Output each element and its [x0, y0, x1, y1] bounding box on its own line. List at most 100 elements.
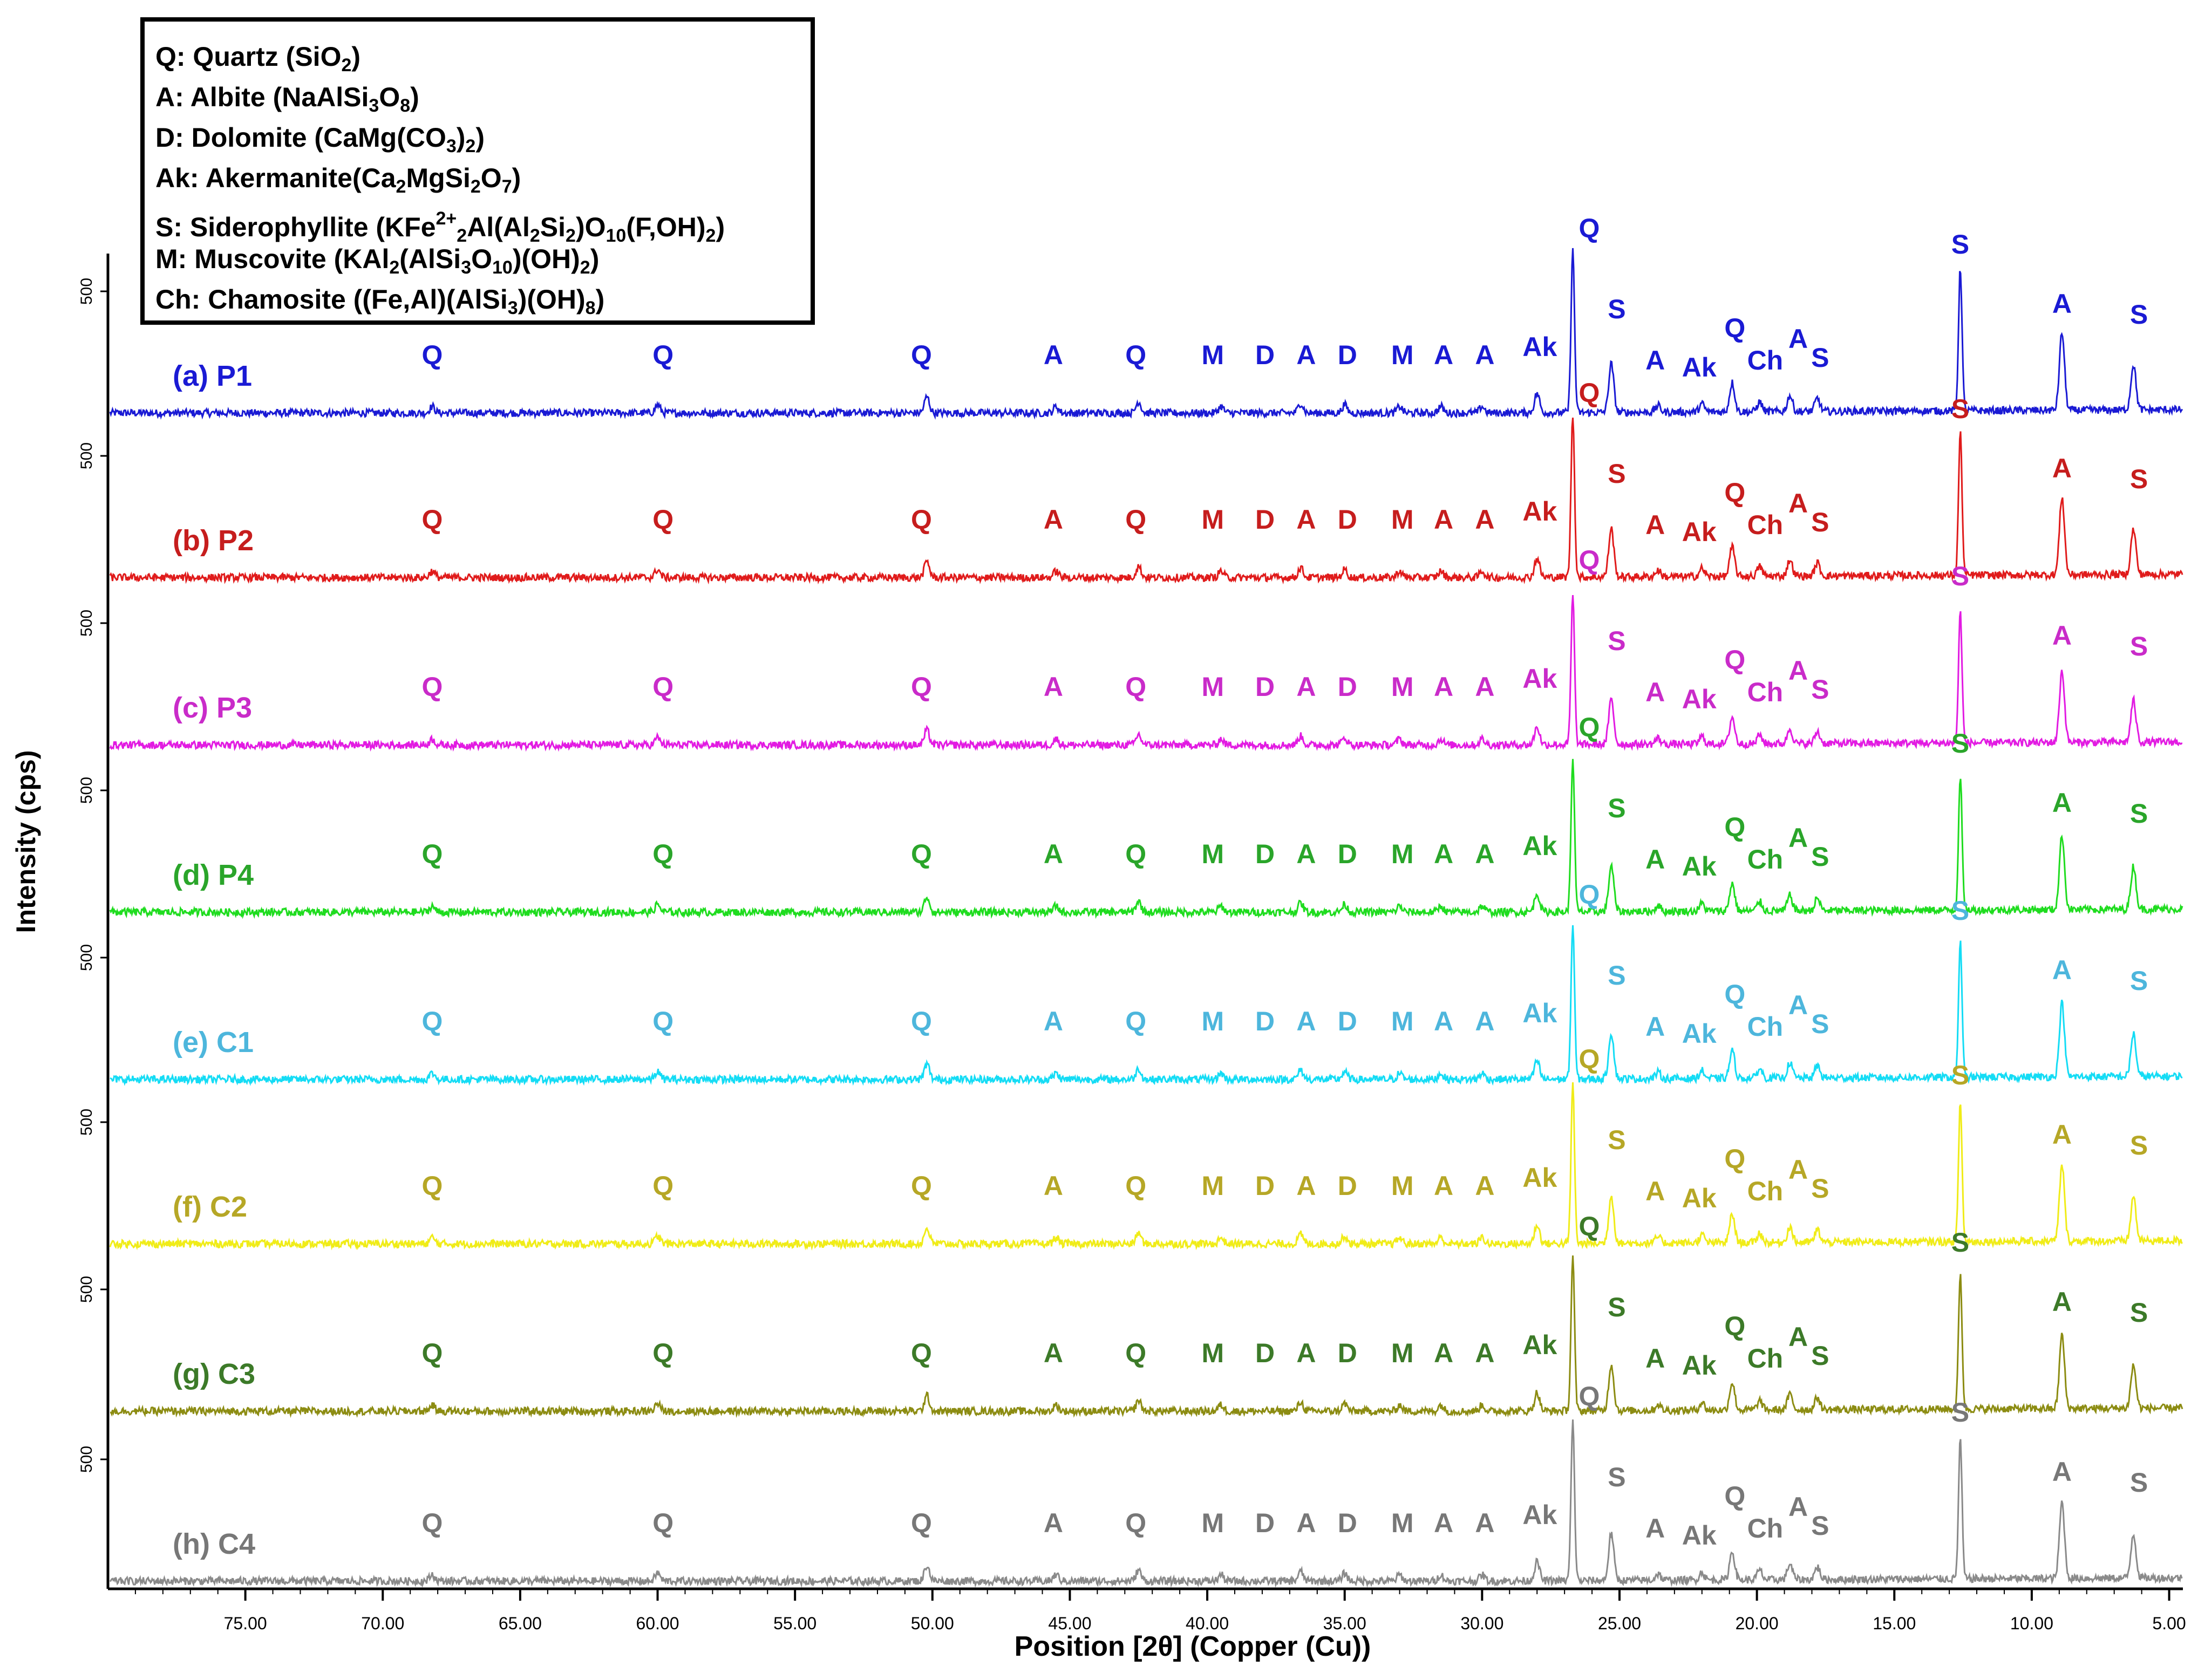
- peak-label: A: [1296, 1006, 1316, 1036]
- peak-label: A: [1645, 1176, 1665, 1206]
- x-tick-label: 60.00: [636, 1614, 679, 1633]
- peak-label: A: [1645, 510, 1665, 540]
- x-tick-label: 35.00: [1323, 1614, 1366, 1633]
- peak-label: Q: [911, 1006, 932, 1036]
- peak-label: A: [1434, 1171, 1453, 1201]
- peak-label: Q: [1125, 1338, 1146, 1368]
- peak-label: D: [1338, 1006, 1357, 1036]
- x-axis-title: Position [2θ] (Copper (Cu)): [1014, 1631, 1371, 1662]
- peak-label: S: [1811, 674, 1829, 705]
- peak-label: Ak: [1522, 1330, 1557, 1360]
- peak-label: Q: [421, 1006, 443, 1036]
- y-axis-title: Intensity (cps): [11, 750, 41, 933]
- peak-label: D: [1338, 1508, 1357, 1538]
- peak-label: Q: [1125, 839, 1146, 869]
- series-line-5: [110, 925, 2183, 1087]
- legend-entry-albite: A: Albite (NaAlSi3O8): [155, 82, 419, 116]
- peak-label: Q: [421, 672, 443, 702]
- legend-entry-siderophyllite: S: Siderophyllite (KFe2+2Al(Al2Si2)O10(F…: [155, 208, 725, 246]
- peak-label: M: [1201, 504, 1224, 535]
- peak-label: A: [1044, 839, 1063, 869]
- peak-label: S: [1811, 507, 1829, 537]
- x-tick-label: 50.00: [911, 1614, 954, 1633]
- peak-label: A: [1788, 1322, 1808, 1352]
- peak-label: A: [1044, 1508, 1063, 1538]
- peak-label: A: [1788, 1155, 1808, 1185]
- peak-label: D: [1255, 839, 1275, 869]
- peak-label: D: [1255, 1338, 1275, 1368]
- peak-label: S: [1811, 1511, 1829, 1541]
- peak-label: Ch: [1747, 1343, 1784, 1374]
- x-tick-label: 70.00: [361, 1614, 404, 1633]
- peak-label: Q: [911, 340, 932, 370]
- peak-label: A: [1296, 1171, 1316, 1201]
- peak-label: Q: [1724, 645, 1745, 675]
- x-tick-label: 15.00: [1873, 1614, 1916, 1633]
- peak-label: Q: [1724, 477, 1745, 508]
- peak-label: A: [1044, 672, 1063, 702]
- peak-label: S: [1951, 728, 1969, 759]
- peak-label: Q: [421, 504, 443, 535]
- peak-label: S: [1811, 1009, 1829, 1039]
- peak-label: Ak: [1682, 684, 1717, 714]
- peak-label: Q: [1125, 504, 1146, 535]
- peak-label: Q: [652, 672, 673, 702]
- peak-label: S: [1608, 1125, 1625, 1155]
- peak-label: S: [2130, 798, 2148, 829]
- peak-label: A: [1434, 504, 1453, 535]
- peak-label: Ch: [1747, 1176, 1784, 1206]
- peak-label: Ak: [1682, 1183, 1717, 1213]
- peak-label: Q: [1579, 213, 1600, 243]
- peak-label: A: [1475, 340, 1494, 370]
- peak-label: Q: [1125, 340, 1146, 370]
- peak-label: S: [1811, 1341, 1829, 1371]
- x-tick-label: 25.00: [1598, 1614, 1641, 1633]
- peak-label: M: [1201, 1338, 1224, 1368]
- peak-label: A: [1296, 839, 1316, 869]
- peak-label: Q: [652, 1338, 673, 1368]
- peak-label: A: [1788, 324, 1808, 354]
- peak-label: Ak: [1522, 332, 1557, 362]
- peak-label: Ak: [1682, 352, 1717, 383]
- peak-label: A: [1296, 340, 1316, 370]
- sample-label: (h) C4: [173, 1528, 255, 1560]
- sample-label: (d) P4: [173, 859, 254, 891]
- peak-label: A: [2052, 1119, 2072, 1150]
- peak-label: M: [1391, 504, 1414, 535]
- peak-label: Q: [1579, 1211, 1600, 1241]
- peak-label: D: [1255, 1508, 1275, 1538]
- peak-label: Q: [652, 1508, 673, 1538]
- legend-entry-muscovite: M: Muscovite (KAl2(AlSi3O10)(OH)2): [155, 244, 600, 278]
- peak-label: A: [2052, 788, 2072, 818]
- peak-label: Ch: [1747, 677, 1784, 707]
- peak-label: Ak: [1682, 1019, 1717, 1049]
- peak-label: D: [1255, 1171, 1275, 1201]
- x-tick-label: 30.00: [1460, 1614, 1503, 1633]
- peak-label: S: [1608, 294, 1625, 324]
- peak-label: D: [1338, 504, 1357, 535]
- peak-label: D: [1255, 504, 1275, 535]
- peak-label: Q: [1724, 979, 1745, 1009]
- y-tick-label: 500: [78, 944, 96, 971]
- peak-label: A: [1645, 844, 1665, 875]
- peak-label: Q: [1724, 1481, 1745, 1511]
- peak-label: S: [2130, 464, 2148, 494]
- peak-label: M: [1391, 1508, 1414, 1538]
- peak-label: A: [1044, 1006, 1063, 1036]
- legend-entry-dolomite: D: Dolomite (CaMg(CO3)2): [155, 122, 485, 156]
- peak-label: A: [1788, 488, 1808, 518]
- peak-label: A: [1788, 655, 1808, 686]
- peak-label: D: [1255, 1006, 1275, 1036]
- peak-label: D: [1338, 839, 1357, 869]
- peak-label: A: [1296, 504, 1316, 535]
- peak-label: A: [1434, 1338, 1453, 1368]
- peak-label: M: [1391, 839, 1414, 869]
- peak-label: D: [1338, 672, 1357, 702]
- peak-label: A: [1475, 1338, 1494, 1368]
- x-tick-label: 75.00: [224, 1614, 267, 1633]
- peak-label: A: [2052, 289, 2072, 319]
- peak-label: A: [1296, 1508, 1316, 1538]
- peak-label: S: [1608, 793, 1625, 823]
- sample-label: (f) C2: [173, 1191, 247, 1223]
